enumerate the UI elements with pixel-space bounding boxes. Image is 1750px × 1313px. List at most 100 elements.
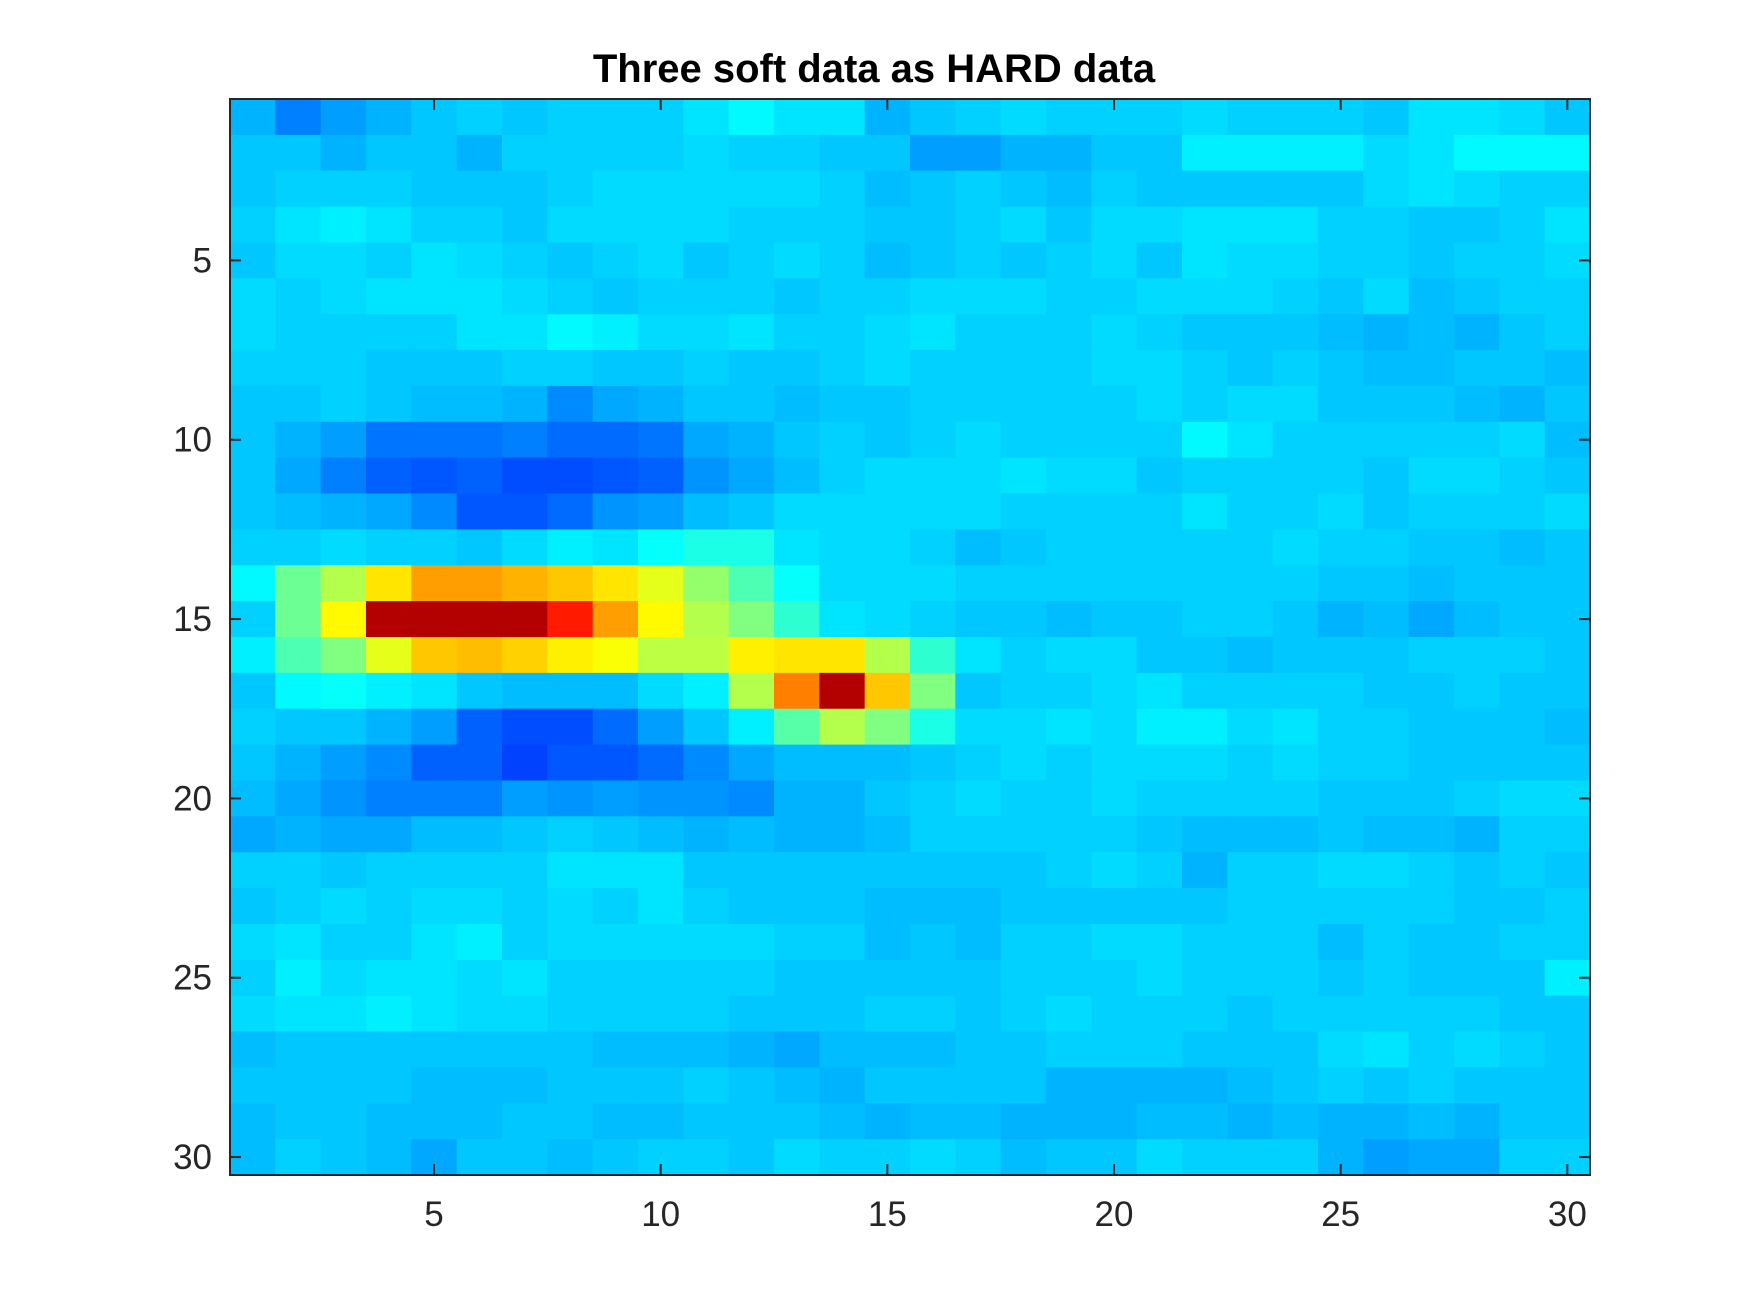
heatmap-cell-r25-c21 bbox=[1136, 959, 1183, 997]
heatmap-cell-r9-c4 bbox=[366, 385, 412, 423]
heatmap-cell-r19-c6 bbox=[456, 744, 503, 782]
heatmap-cell-r28-c14 bbox=[819, 1067, 866, 1104]
heatmap-cell-r30-c13 bbox=[774, 1139, 820, 1176]
heatmap-cell-r16-c27 bbox=[1408, 637, 1455, 674]
heatmap-cell-r27-c28 bbox=[1454, 1031, 1500, 1068]
heatmap-cell-r4-c23 bbox=[1227, 206, 1274, 244]
heatmap-cell-r24-c17 bbox=[955, 923, 1002, 961]
heatmap-cell-r19-c17 bbox=[955, 744, 1002, 782]
heatmap-cell-r19-c12 bbox=[728, 744, 775, 782]
heatmap-cell-r12-c13 bbox=[774, 493, 820, 530]
heatmap-cell-r12-c16 bbox=[910, 493, 956, 530]
heatmap-cell-r7-c16 bbox=[910, 314, 956, 351]
heatmap-cell-r6-c6 bbox=[456, 278, 503, 315]
heatmap-cell-r21-c27 bbox=[1408, 816, 1455, 853]
heatmap-cell-r5-c17 bbox=[955, 242, 1002, 279]
heatmap-cell-r9-c20 bbox=[1091, 385, 1138, 423]
heatmap-cell-r22-c16 bbox=[910, 852, 956, 889]
heatmap-cell-r16-c28 bbox=[1454, 637, 1500, 674]
heatmap-cell-r16-c24 bbox=[1272, 637, 1319, 674]
heatmap-cell-r22-c30 bbox=[1544, 852, 1591, 889]
heatmap-cell-r25-c3 bbox=[320, 959, 367, 997]
heatmap-cell-r9-c3 bbox=[320, 385, 367, 423]
heatmap-cell-r7-c11 bbox=[683, 314, 730, 351]
heatmap-cell-r22-c14 bbox=[819, 852, 866, 889]
heatmap-cell-r18-c8 bbox=[547, 708, 594, 746]
heatmap-cell-r6-c5 bbox=[411, 278, 458, 315]
heatmap-cell-r21-c19 bbox=[1046, 816, 1092, 853]
heatmap-cell-r11-c15 bbox=[864, 457, 911, 495]
heatmap-cell-r25-c25 bbox=[1318, 959, 1364, 997]
heatmap-cell-r13-c29 bbox=[1499, 529, 1546, 566]
heatmap-cell-r15-c12 bbox=[728, 601, 775, 638]
heatmap-cell-r29-c14 bbox=[819, 1103, 866, 1140]
heatmap-cell-r3-c14 bbox=[819, 170, 866, 208]
heatmap-cell-r26-c19 bbox=[1046, 995, 1092, 1033]
heatmap-cell-r16-c5 bbox=[411, 637, 458, 674]
heatmap-cell-r2-c15 bbox=[864, 134, 911, 172]
heatmap-cell-r29-c12 bbox=[728, 1103, 775, 1140]
heatmap-cell-r19-c10 bbox=[638, 744, 684, 782]
heatmap-cell-r21-c5 bbox=[411, 816, 458, 853]
heatmap-cell-r1-c17 bbox=[955, 99, 1002, 136]
heatmap-cell-r13-c30 bbox=[1544, 529, 1591, 566]
heatmap-cell-r3-c27 bbox=[1408, 170, 1455, 208]
heatmap-cell-r6-c22 bbox=[1182, 278, 1228, 315]
heatmap-cell-r23-c1 bbox=[230, 888, 276, 925]
heatmap-cell-r26-c24 bbox=[1272, 995, 1319, 1033]
heatmap-cell-r3-c28 bbox=[1454, 170, 1500, 208]
heatmap-cell-r20-c15 bbox=[864, 780, 911, 817]
heatmap-cell-r8-c18 bbox=[1000, 350, 1047, 387]
heatmap-cell-r8-c14 bbox=[819, 350, 866, 387]
heatmap-cell-r23-c4 bbox=[366, 888, 412, 925]
heatmap-cell-r6-c3 bbox=[320, 278, 367, 315]
heatmap-cell-r30-c23 bbox=[1227, 1139, 1274, 1176]
heatmap-cell-r30-c11 bbox=[683, 1139, 730, 1176]
heatmap-cell-r23-c14 bbox=[819, 888, 866, 925]
heatmap-cell-r12-c5 bbox=[411, 493, 458, 530]
heatmap-cell-r22-c5 bbox=[411, 852, 458, 889]
heatmap-cell-r22-c20 bbox=[1091, 852, 1138, 889]
heatmap-cell-r24-c2 bbox=[275, 923, 322, 961]
heatmap-cell-r29-c2 bbox=[275, 1103, 322, 1140]
heatmap-cell-r11-c4 bbox=[366, 457, 412, 495]
heatmap-cell-r8-c2 bbox=[275, 350, 322, 387]
heatmap-cell-r30-c8 bbox=[547, 1139, 594, 1176]
heatmap-cell-r12-c8 bbox=[547, 493, 594, 530]
heatmap-cell-r19-c18 bbox=[1000, 744, 1047, 782]
heatmap-cell-r11-c28 bbox=[1454, 457, 1500, 495]
heatmap-cell-r4-c8 bbox=[547, 206, 594, 244]
heatmap-cell-r17-c23 bbox=[1227, 672, 1274, 710]
heatmap-cell-r8-c10 bbox=[638, 350, 684, 387]
heatmap-cell-r8-c17 bbox=[955, 350, 1002, 387]
heatmap-cell-r8-c26 bbox=[1363, 350, 1410, 387]
heatmap-cell-r1-c11 bbox=[683, 99, 730, 136]
heatmap-cell-r8-c5 bbox=[411, 350, 458, 387]
heatmap-cell-r25-c13 bbox=[774, 959, 820, 997]
heatmap-cell-r12-c15 bbox=[864, 493, 911, 530]
heatmap-cell-r20-c8 bbox=[547, 780, 594, 817]
heatmap-cell-r20-c5 bbox=[411, 780, 458, 817]
heatmap-cell-r22-c28 bbox=[1454, 852, 1500, 889]
heatmap-cell-r2-c12 bbox=[728, 134, 775, 172]
heatmap-cell-r13-c5 bbox=[411, 529, 458, 566]
y-tick-label-10: 10 bbox=[173, 421, 212, 460]
heatmap-cell-r3-c29 bbox=[1499, 170, 1546, 208]
heatmap-cell-r30-c9 bbox=[592, 1139, 639, 1176]
heatmap-cell-r26-c1 bbox=[230, 995, 276, 1033]
heatmap-cell-r16-c2 bbox=[275, 637, 322, 674]
heatmap-cell-r7-c12 bbox=[728, 314, 775, 351]
heatmap-cell-r11-c24 bbox=[1272, 457, 1319, 495]
heatmap-cell-r15-c11 bbox=[683, 601, 730, 638]
heatmap-cell-r29-c19 bbox=[1046, 1103, 1092, 1140]
heatmap-cell-r25-c7 bbox=[502, 959, 548, 997]
x-tick-label-30: 30 bbox=[1548, 1195, 1587, 1234]
heatmap-cell-r19-c3 bbox=[320, 744, 367, 782]
heatmap-cell-r22-c17 bbox=[955, 852, 1002, 889]
heatmap-cell-r17-c28 bbox=[1454, 672, 1500, 710]
heatmap-cell-r17-c24 bbox=[1272, 672, 1319, 710]
heatmap-cell-r4-c9 bbox=[592, 206, 639, 244]
heatmap-cell-r3-c20 bbox=[1091, 170, 1138, 208]
heatmap-cell-r20-c9 bbox=[592, 780, 639, 817]
